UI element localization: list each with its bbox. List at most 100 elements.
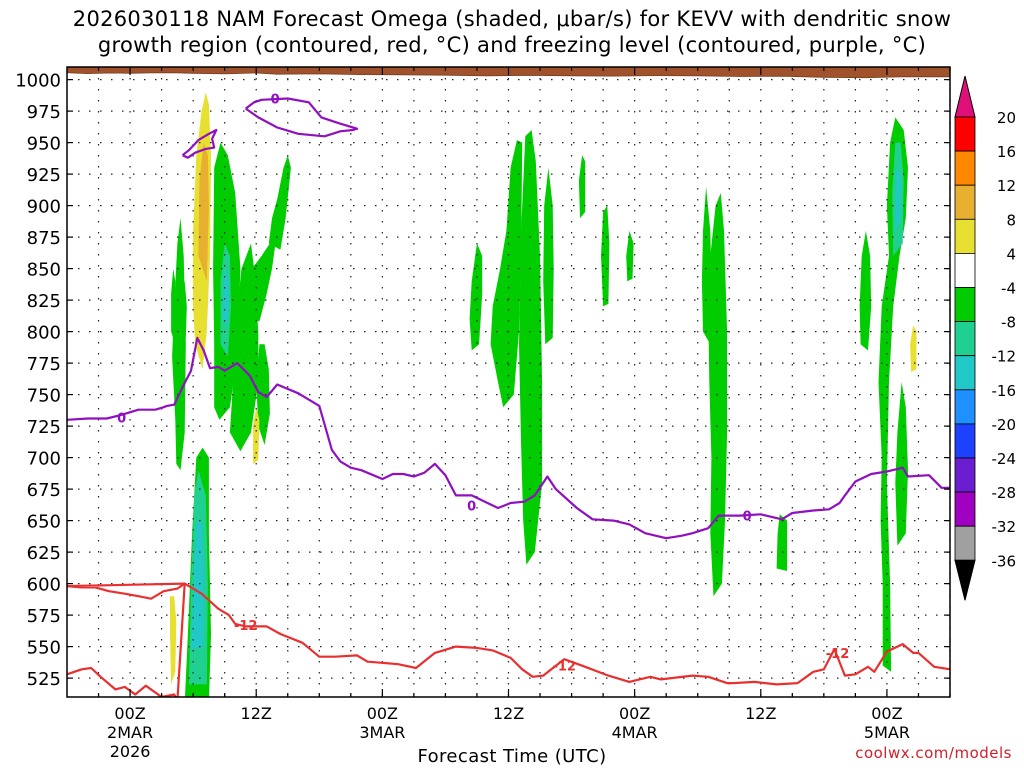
colorbar-label: -12 [992,348,1017,366]
omega-area [229,243,259,452]
contour-label: -12 [826,647,850,662]
colorbar-top-arrow [954,75,976,118]
colorbar-label: -32 [992,518,1017,536]
y-tick-label: 600 [27,575,61,596]
contour-label: -12 [552,660,576,675]
omega-area [895,167,901,231]
omega-area [578,155,586,219]
x-tick-label: 3MAR [359,723,405,742]
colorbar-swatch [954,491,976,527]
y-tick-label: 800 [27,323,61,344]
y-tick-label: 850 [27,260,61,281]
contour-label: -12 [234,619,258,634]
colorbar-swatch [954,389,976,425]
y-tick-label: 575 [27,606,61,627]
colorbar-swatch [954,184,976,220]
y-tick-label: 900 [27,197,61,218]
omega-area [253,407,260,464]
x-tick-label: 2MAR [107,723,153,742]
x-tick-label: 2026 [110,742,151,761]
y-tick-label: 825 [27,291,61,312]
omega-area [708,193,728,597]
colorbar-label: -8 [1001,314,1016,332]
colorbar-swatch [954,150,976,186]
omega-area [170,596,177,685]
contour-lines: -12 -12 -12 0 0 0 0 [67,93,950,697]
y-tick-label: 725 [27,417,61,438]
y-tick-label: 975 [27,102,61,123]
colorbar-label: -24 [992,450,1017,468]
omega-area [172,218,186,471]
omega-shading [170,92,917,697]
chart-title: 2026030118 NAM Forecast Omega (shaded, μ… [0,6,1024,58]
omega-area [701,186,712,345]
colorbar-label: 20 [997,109,1016,127]
x-tick-label: 00Z [871,704,902,723]
omega-area [222,268,229,326]
colorbar-swatch [954,321,976,357]
colorbar-swatch [954,525,976,561]
y-tick-label: 950 [27,134,61,155]
colorbar-swatch [954,116,976,152]
x-tick-label: 5MAR [864,723,910,742]
x-tick-label: 00Z [619,704,650,723]
x-tick-label: 12Z [241,704,272,723]
colorbar-label: -4 [1001,280,1016,298]
omega-area [191,520,204,650]
credit-text: coolwx.com/models [855,744,1012,762]
y-tick-label: 1000 [15,71,61,92]
x-tick-label: 00Z [367,704,398,723]
contour-line [67,336,950,540]
colorbar-label: -28 [992,484,1017,502]
colorbar-label: -16 [992,382,1017,400]
omega-area [895,382,908,546]
contour-line [245,97,359,138]
colorbar-label: 12 [997,177,1016,195]
title-line-1: 2026030118 NAM Forecast Omega (shaded, μ… [72,7,952,31]
x-axis-label: Forecast Time (UTC) [417,746,607,767]
y-tick-label: 750 [27,386,61,407]
x-tick-label: 12Z [493,704,524,723]
title-line-2: growth region (contoured, red, °C) and f… [97,33,927,57]
y-tick-label: 700 [27,449,61,470]
y-tick-label: 550 [27,638,61,659]
colorbar-swatch [954,457,976,493]
contour-label: 0 [467,499,476,514]
y-axis: 525 550 575 600 625 650 675 700 725 750 775 800 825 8… [15,71,950,690]
y-tick-label: 675 [27,480,61,501]
omega-area [171,268,176,345]
colorbar-label: -36 [992,552,1017,570]
omega-area [180,281,187,338]
omega-area [878,117,908,672]
gridlines [67,67,951,697]
colorbar-label: 4 [1006,245,1016,263]
colorbar-label: -20 [992,416,1017,434]
contour-label: 0 [743,510,752,525]
x-tick-label: 12Z [745,704,776,723]
omega-area [490,140,523,408]
colorbar-swatch [954,355,976,391]
colorbar-swatch [954,252,976,288]
omega-area [910,325,917,372]
colorbar-label: 16 [997,143,1016,161]
colorbar-swatch [954,287,976,322]
y-tick-label: 925 [27,165,61,186]
y-tick-label: 875 [27,228,61,249]
omega-area [519,130,543,565]
colorbar-bottom-arrow [954,559,976,601]
colorbar-swatch [954,423,976,459]
colorbar-swatch [954,218,976,254]
omega-area [776,514,788,571]
omega-area [198,142,209,282]
y-tick-label: 525 [27,669,61,690]
contour-line [181,128,218,159]
y-tick-label: 775 [27,354,61,375]
omega-area [859,230,872,351]
omega-area [268,155,291,250]
contour-line [67,582,950,697]
y-tick-label: 650 [27,512,61,533]
colorbar-legend: 20 16 12 8 4 -4 -8 -12 -16 -20 -24 -28 -32 -36 [954,75,1017,601]
x-tick-label: 00Z [114,704,145,723]
